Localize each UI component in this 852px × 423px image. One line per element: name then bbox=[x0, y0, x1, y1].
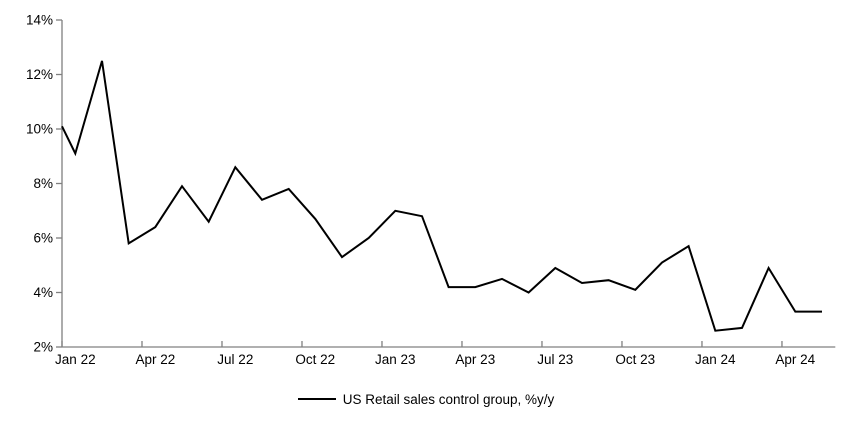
x-tick-label: Jul 22 bbox=[217, 352, 253, 367]
legend-series-label: US Retail sales control group, %y/y bbox=[342, 391, 555, 407]
x-tick-label: Jul 23 bbox=[537, 352, 573, 367]
x-tick-label: Oct 22 bbox=[295, 352, 335, 367]
x-tick-label: Jan 24 bbox=[695, 352, 736, 367]
x-tick-label: Apr 24 bbox=[775, 352, 815, 367]
x-tick-label: Jan 22 bbox=[55, 352, 96, 367]
y-tick-label: 6% bbox=[33, 231, 53, 246]
legend-line-sample bbox=[297, 398, 336, 400]
x-tick-label: Oct 23 bbox=[615, 352, 655, 367]
y-tick-label: 2% bbox=[33, 340, 53, 355]
chart-legend: US Retail sales control group, %y/y bbox=[0, 389, 852, 409]
y-tick-label: 8% bbox=[33, 176, 53, 191]
y-tick-label: 14% bbox=[26, 13, 53, 28]
y-tick-label: 4% bbox=[33, 285, 53, 300]
x-tick-label: Jan 23 bbox=[375, 352, 416, 367]
y-tick-label: 12% bbox=[26, 67, 53, 82]
x-tick-label: Apr 23 bbox=[455, 352, 495, 367]
y-tick-label: 10% bbox=[26, 122, 53, 137]
series-line bbox=[61, 60, 822, 332]
x-tick-label: Apr 22 bbox=[135, 352, 175, 367]
